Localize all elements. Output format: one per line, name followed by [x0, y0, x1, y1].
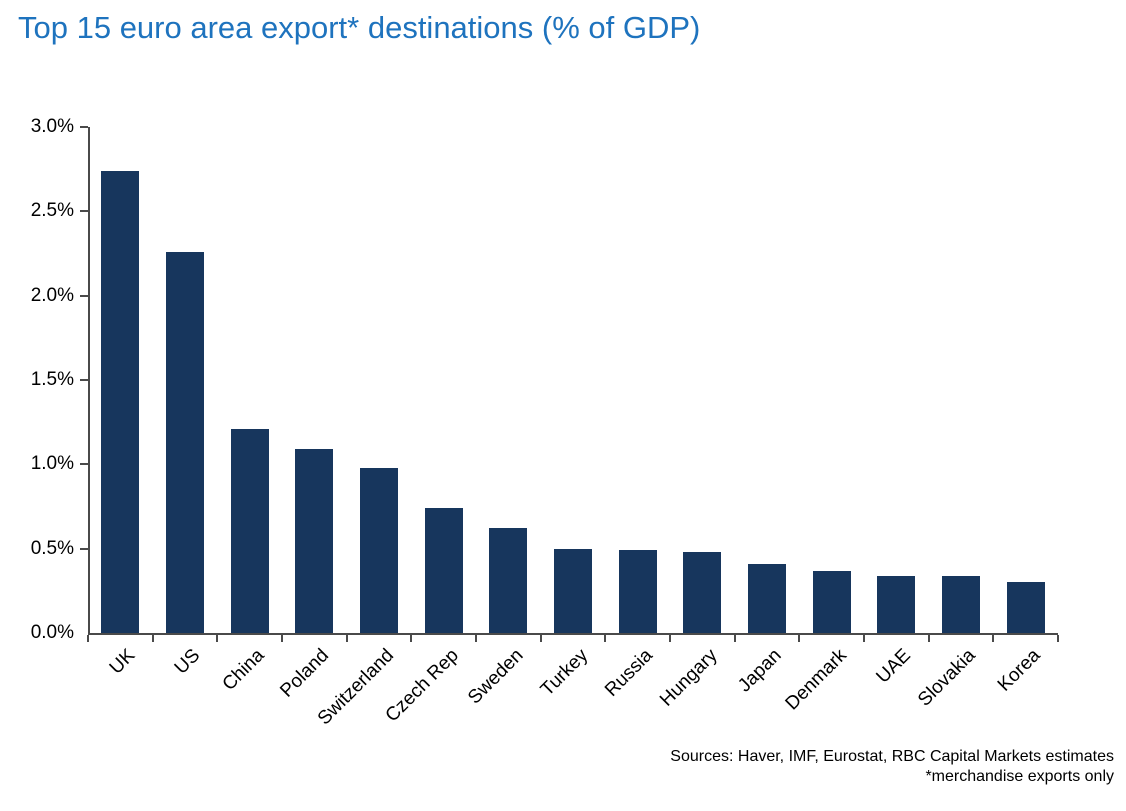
x-axis-label: Turkey: [536, 645, 592, 701]
bar-poland: [295, 449, 334, 633]
x-axis-tick: [281, 635, 283, 642]
y-axis-tick: [80, 294, 88, 297]
bar-turkey: [554, 548, 592, 633]
y-axis-tick-label: 1.5%: [30, 369, 74, 390]
y-axis-tick: [80, 126, 88, 128]
source-note: Sources: Haver, IMF, Eurostat, RBC Capit…: [670, 747, 1114, 787]
x-axis-label: Denmark: [781, 645, 851, 715]
bar-uae: [877, 575, 916, 633]
x-axis-tick: [539, 635, 542, 642]
y-axis-tick: [80, 210, 88, 213]
y-axis-line: [88, 127, 90, 633]
x-axis-tick: [216, 635, 219, 642]
chart-title: Top 15 euro area export* destinations (%…: [18, 10, 701, 45]
bar-denmark: [812, 570, 851, 633]
bar-us: [166, 251, 204, 633]
x-axis-line: [88, 633, 1058, 635]
x-axis-label: Slovakia: [914, 645, 980, 711]
x-axis-label: Russia: [600, 645, 657, 701]
y-axis-tick: [80, 547, 88, 550]
x-axis-label: China: [218, 645, 269, 695]
x-axis-label: Poland: [276, 645, 334, 702]
bar-korea: [1006, 582, 1045, 633]
x-axis-tick: [87, 635, 89, 642]
bar-hungary: [683, 552, 722, 633]
x-axis-tick: [863, 635, 865, 642]
x-axis-label: US: [170, 645, 204, 679]
x-axis-tick: [604, 635, 607, 642]
x-axis-tick: [151, 635, 154, 642]
y-axis-tick: [80, 379, 88, 381]
bar-czech-rep: [424, 508, 463, 633]
x-axis-label: UK: [105, 645, 140, 679]
x-axis-tick: [733, 635, 736, 642]
bar-sweden: [489, 528, 528, 633]
sources-line: Sources: Haver, IMF, Eurostat, RBC Capit…: [670, 748, 1114, 765]
plot-area: 0.0% 0.5% 1.0% 1.5% 2.0% 2.5% 3.0% UK US China Pol…: [31, 116, 1059, 729]
y-axis-tick-label: 2.0%: [30, 284, 74, 306]
bar-uk: [101, 170, 140, 633]
x-axis-tick: [1057, 635, 1059, 642]
bar-slovakia: [942, 575, 980, 633]
x-axis-label: Hungary: [655, 645, 722, 711]
x-axis-label: Japan: [734, 645, 786, 697]
y-axis-tick-label: 0.0%: [30, 622, 74, 643]
x-axis-tick: [345, 635, 348, 642]
y-axis-tick-label: 0.5%: [30, 537, 74, 559]
y-axis-tick-label: 2.5%: [30, 200, 74, 222]
bar-japan: [748, 563, 786, 633]
x-axis-label: Korea: [993, 645, 1045, 696]
x-axis-tick: [475, 635, 477, 642]
x-axis-tick: [992, 635, 995, 642]
bar-switzerland: [360, 467, 398, 633]
y-axis-tick: [80, 463, 88, 466]
x-axis-label: UAE: [872, 645, 916, 688]
note-line: *merchandise exports only: [925, 768, 1114, 785]
y-axis-tick-label: 1.0%: [30, 453, 74, 475]
bar-china: [230, 428, 269, 633]
x-axis-tick: [798, 635, 801, 642]
x-axis-label: Sweden: [463, 645, 528, 709]
x-axis-tick: [927, 635, 930, 642]
x-axis-tick: [410, 635, 413, 642]
bar-russia: [618, 550, 657, 633]
y-axis-tick-label: 3.0%: [30, 116, 74, 137]
x-axis-tick: [669, 635, 671, 642]
